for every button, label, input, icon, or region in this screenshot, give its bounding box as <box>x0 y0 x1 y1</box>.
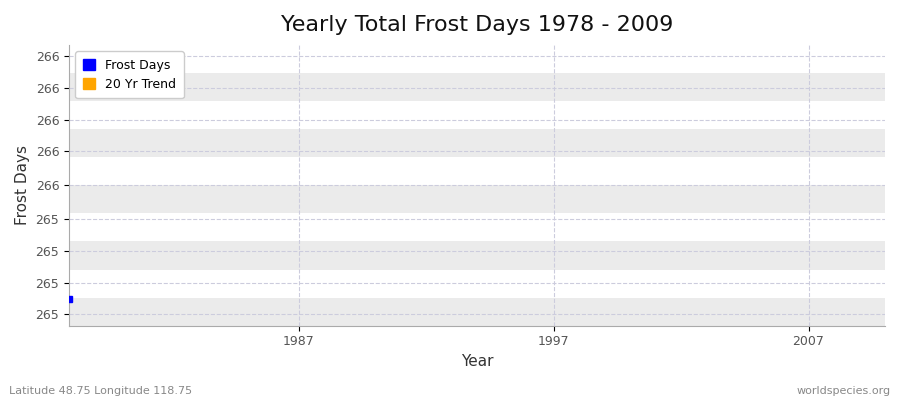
Bar <box>69 129 885 157</box>
Bar <box>69 73 885 101</box>
Bar <box>69 242 885 270</box>
Bar <box>69 185 885 213</box>
Bar <box>69 298 885 326</box>
X-axis label: Year: Year <box>461 354 493 369</box>
Y-axis label: Frost Days: Frost Days <box>15 145 30 225</box>
Legend: Frost Days, 20 Yr Trend: Frost Days, 20 Yr Trend <box>76 51 184 98</box>
Text: Latitude 48.75 Longitude 118.75: Latitude 48.75 Longitude 118.75 <box>9 386 192 396</box>
Text: worldspecies.org: worldspecies.org <box>796 386 891 396</box>
Title: Yearly Total Frost Days 1978 - 2009: Yearly Total Frost Days 1978 - 2009 <box>281 15 673 35</box>
